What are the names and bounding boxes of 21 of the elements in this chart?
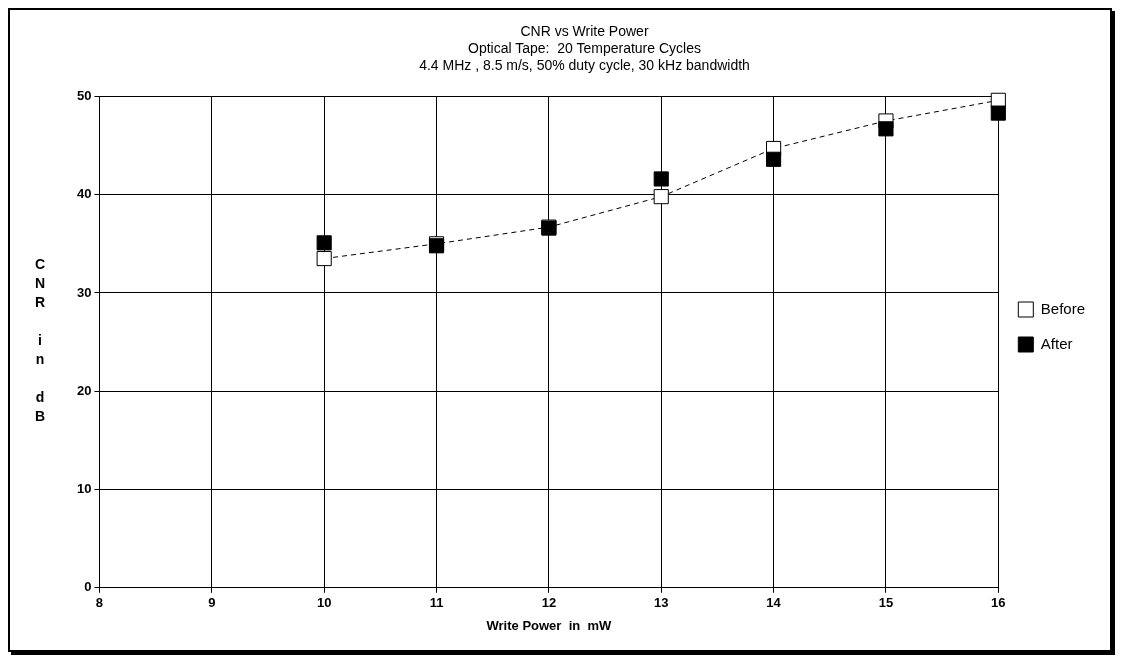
x-tick-label: 12 <box>541 595 557 611</box>
chart-subtitle: Optical Tape: 20 Temperature Cycles 4.4 MHz , 8.5 m/s, 50% duty cycle, 30 kHz bandwidth <box>419 40 750 73</box>
y-tick-label: 50 <box>76 87 92 103</box>
chart-title: CNR vs Write Power <box>520 23 649 40</box>
x-tick-label: 13 <box>654 595 669 611</box>
y-tick-label: 40 <box>76 186 92 202</box>
y-tick-label: 30 <box>76 284 92 300</box>
y-tick-label: 20 <box>76 382 92 398</box>
x-tick-label: 9 <box>208 595 216 611</box>
legend-label: Before <box>1040 299 1086 317</box>
x-axis-title: Write Power in mW <box>486 617 612 633</box>
y-tick-label: 0 <box>84 579 92 595</box>
x-tick-label: 10 <box>316 595 332 611</box>
x-tick-label: 11 <box>429 595 444 611</box>
legend-label: After <box>1040 334 1073 352</box>
x-tick-label: 8 <box>95 595 104 611</box>
text: CNR in dB <box>34 255 46 424</box>
y-tick-label: 10 <box>76 481 92 497</box>
x-tick-label: 15 <box>878 595 894 611</box>
x-tick-label: 16 <box>991 595 1006 611</box>
x-tick-label: 14 <box>766 595 782 611</box>
